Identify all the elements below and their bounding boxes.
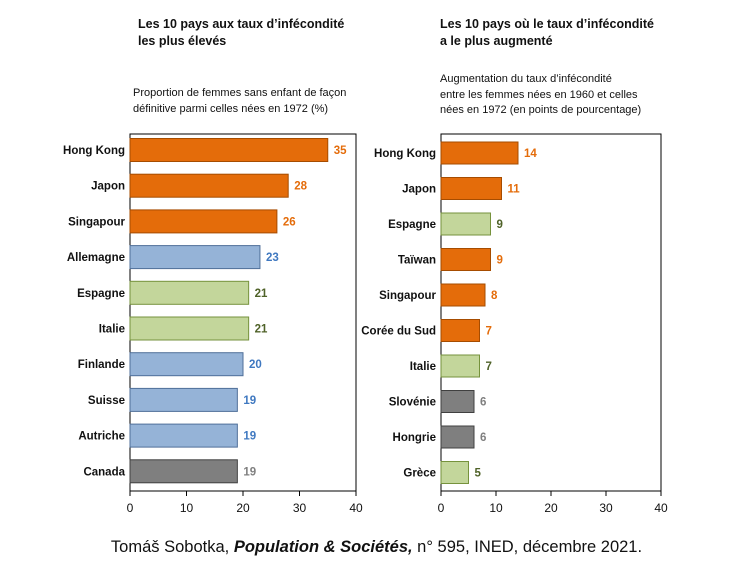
right-value-label: 7 <box>486 326 492 338</box>
left-category-label: Espagne <box>77 288 125 300</box>
left-bar <box>129 352 244 377</box>
left-value-label: 19 <box>243 466 256 478</box>
right-x-tick-label: 40 <box>654 501 668 515</box>
left-bar <box>129 245 261 270</box>
chart-right-title-line: Les 10 pays où le taux d’infécondité <box>440 17 654 31</box>
left-x-tick-label: 0 <box>127 501 134 515</box>
right-category-label: Espagne <box>388 219 436 231</box>
left-bar <box>129 316 250 341</box>
source-citation: Tomáš Sobotka, Population & Sociétés, n°… <box>0 538 753 557</box>
left-category-label: Italie <box>99 324 125 336</box>
left-bar <box>129 209 278 234</box>
right-category-label: Taïwan <box>398 255 436 267</box>
right-value-label: 6 <box>480 397 486 409</box>
left-bar <box>129 459 238 484</box>
right-value-label: 8 <box>491 290 498 302</box>
chart-right-subtitle-line: entre les femmes nées en 1960 et celles <box>440 88 638 101</box>
left-value-label: 19 <box>243 395 256 407</box>
right-category-label: Corée du Sud <box>361 326 436 338</box>
right-category-label: Slovénie <box>389 397 436 409</box>
left-x-tick-label: 20 <box>236 501 250 515</box>
right-value-label: 11 <box>508 184 521 196</box>
bar-charts: Hong Kong 35 Japon 28 Singapour 26 Allemagne 23… <box>63 133 668 515</box>
left-category-label: Japon <box>91 181 125 193</box>
right-value-label: 14 <box>524 148 537 160</box>
chart-right-title: Les 10 pays où le taux d’infécondité a l… <box>440 16 654 50</box>
left-value-label: 21 <box>255 288 268 300</box>
right-bar <box>440 319 480 342</box>
left-bar <box>129 138 329 162</box>
chart-left-subtitle-line: Proportion de femmes sans enfant de faço… <box>133 87 347 99</box>
right-bar <box>440 248 491 271</box>
right-x-tick-label: 30 <box>599 501 613 515</box>
chart-left-subtitle-line: définitive parmi celles nées en 1972 (%) <box>133 102 329 115</box>
right-bar <box>440 212 491 236</box>
left-bar <box>129 280 250 305</box>
chart-right-subtitle-line: Augmentation du taux d’infécondité <box>440 73 612 85</box>
left-x-tick-label: 40 <box>349 501 363 515</box>
right-category-label: Japon <box>402 184 436 196</box>
chart-left-title-line: les plus élevés <box>138 34 227 48</box>
right-value-label: 7 <box>486 361 492 373</box>
left-x-tick-label: 30 <box>293 501 307 515</box>
right-x-tick-label: 0 <box>438 501 445 515</box>
chart-right-subtitle-line: nées en 1972 (en points de pourcentage) <box>440 104 642 116</box>
right-bar <box>440 390 475 413</box>
chart-left-subtitle: Proportion de femmes sans enfant de faço… <box>133 86 346 117</box>
right-value-label: 6 <box>480 432 486 444</box>
right-bar <box>440 425 475 449</box>
left-value-label: 20 <box>249 359 262 371</box>
left-value-label: 35 <box>334 145 347 157</box>
right-value-label: 9 <box>497 255 503 267</box>
left-value-label: 21 <box>255 324 268 336</box>
right-bar <box>440 354 480 378</box>
right-category-label: Hongrie <box>393 432 436 444</box>
right-value-label: 9 <box>497 219 503 231</box>
source-details: n° 595, INED, décembre 2021. <box>412 538 643 556</box>
source-journal: Population & Sociétés, <box>233 538 413 556</box>
chart-right-title-line: a le plus augmenté <box>440 34 553 48</box>
right-x-tick-label: 10 <box>489 501 503 515</box>
left-value-label: 26 <box>283 216 296 228</box>
left-bar <box>129 387 238 412</box>
left-value-label: 28 <box>294 181 307 193</box>
left-category-label: Singapour <box>68 216 125 228</box>
left-bar <box>129 423 238 448</box>
left-category-label: Suisse <box>88 395 125 407</box>
left-value-label: 23 <box>266 252 279 264</box>
left-category-label: Autriche <box>78 431 125 443</box>
left-category-label: Allemagne <box>67 252 125 264</box>
right-category-label: Grèce <box>403 468 436 480</box>
left-category-label: Hong Kong <box>63 145 125 157</box>
right-bar <box>440 283 486 307</box>
left-category-label: Finlande <box>78 359 125 371</box>
right-category-label: Singapour <box>379 290 436 302</box>
right-bar <box>440 461 469 484</box>
chart-left-title-line: Les 10 pays aux taux d’infécondité <box>138 17 345 31</box>
chart-left-title: Les 10 pays aux taux d’infécondité les p… <box>138 16 344 50</box>
chart-right-subtitle: Augmentation du taux d’infécondité entre… <box>440 72 641 119</box>
right-category-label: Hong Kong <box>374 148 436 160</box>
left-x-tick-label: 10 <box>180 501 194 515</box>
left-value-label: 19 <box>243 431 256 443</box>
source-author: Tomáš Sobotka, <box>110 538 234 556</box>
right-bar <box>440 177 502 200</box>
left-category-label: Canada <box>83 466 125 478</box>
right-value-label: 5 <box>475 468 482 480</box>
right-bar <box>440 141 519 165</box>
right-category-label: Italie <box>410 361 436 373</box>
right-x-tick-label: 20 <box>544 501 558 515</box>
left-bar <box>129 173 289 198</box>
